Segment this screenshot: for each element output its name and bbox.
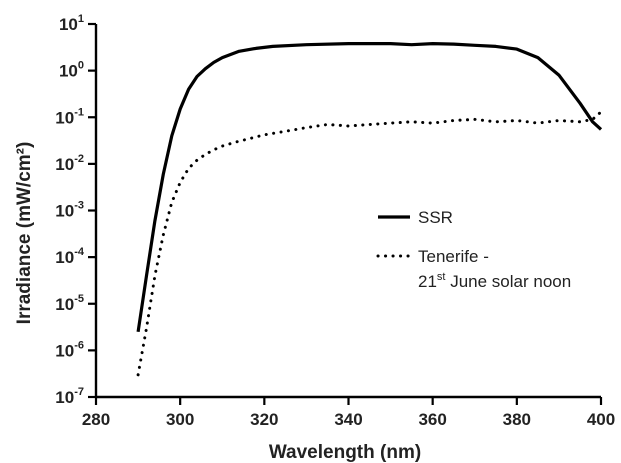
y-tick-exponent: -2 <box>74 153 84 165</box>
legend-tenerife-day: 21 <box>418 272 437 291</box>
y-tick-base: 10 <box>55 388 74 407</box>
y-tick-exponent: 0 <box>78 60 84 72</box>
y-tick-label: 10-4 <box>55 246 85 267</box>
y-tick-label: 101 <box>59 13 84 34</box>
y-tick-label: 10-1 <box>55 106 84 127</box>
y-tick-exponent: 1 <box>78 13 84 25</box>
y-tick-label: 10-6 <box>55 339 84 360</box>
legend-tenerife-rest: June solar noon <box>445 272 571 291</box>
x-tick-label: 280 <box>82 410 110 429</box>
series-tenerife-line <box>136 110 603 377</box>
y-tick-base: 10 <box>55 155 74 174</box>
legend-tenerife-label-line2: 21st June solar noon <box>418 271 571 291</box>
y-tick-exponent: -4 <box>74 246 85 258</box>
y-tick-base: 10 <box>59 62 78 81</box>
x-tick-label: 320 <box>250 410 278 429</box>
x-axis-title: Wavelength (nm) <box>269 442 421 463</box>
series-lines <box>136 41 603 377</box>
x-tick-label: 360 <box>418 410 446 429</box>
y-tick-exponent: -7 <box>74 386 84 398</box>
y-tick-base: 10 <box>55 341 74 360</box>
y-tick-base: 10 <box>55 295 74 314</box>
y-tick-label: 10-5 <box>55 293 84 314</box>
y-tick-label: 100 <box>59 60 84 81</box>
y-tick-base: 10 <box>55 202 74 221</box>
x-tick-label: 300 <box>166 410 194 429</box>
legend-ssr-label: SSR <box>418 208 453 227</box>
y-tick-exponent: -5 <box>74 293 84 305</box>
y-tick-base: 10 <box>55 108 74 127</box>
y-tick-exponent: -1 <box>74 106 84 118</box>
y-tick-label: 10-7 <box>55 386 84 407</box>
y-tick-label: 10-3 <box>55 200 84 221</box>
x-axis: 280 300 320 340 360 380 400 <box>82 395 615 429</box>
x-tick-label: 380 <box>503 410 531 429</box>
x-tick-label: 340 <box>334 410 362 429</box>
y-tick-exponent: -3 <box>74 200 84 212</box>
y-axis-title: Irradiance (mW/cm²) <box>14 142 35 325</box>
legend: SSR Tenerife - 21st June solar noon <box>376 208 571 291</box>
y-tick-label: 10-2 <box>55 153 84 174</box>
series-ssr-line <box>136 41 603 333</box>
y-tick-exponent: -6 <box>74 339 84 351</box>
legend-tenerife-label-line1: Tenerife - <box>418 247 489 266</box>
x-tick-label: 400 <box>587 410 615 429</box>
y-tick-base: 10 <box>55 248 74 267</box>
legend-tenerife-ordinal: st <box>437 271 446 283</box>
y-tick-base: 10 <box>59 15 78 34</box>
